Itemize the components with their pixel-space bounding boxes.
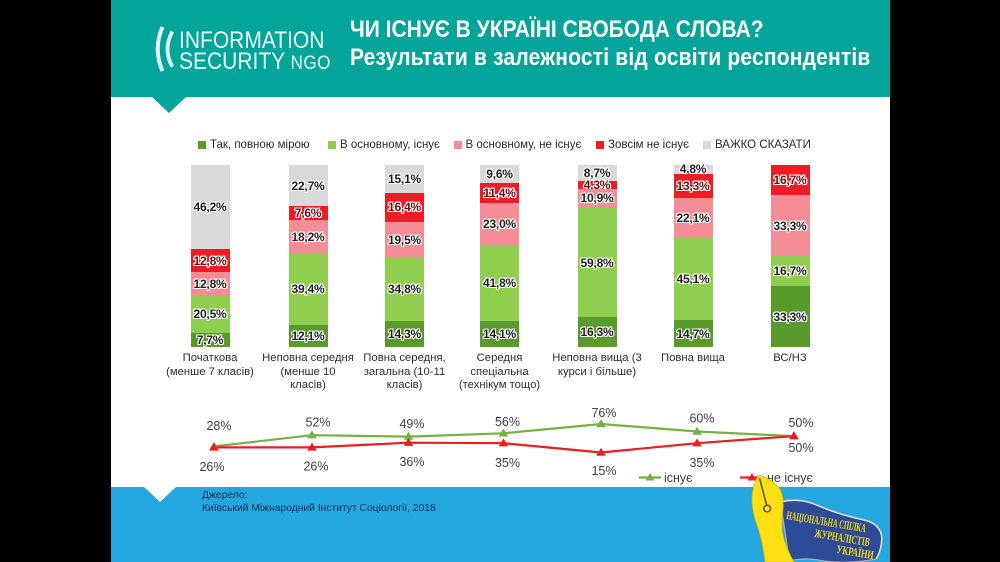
svg-text:36%: 36% bbox=[399, 455, 424, 469]
svg-text:26%: 26% bbox=[199, 460, 224, 474]
svg-text:15%: 15% bbox=[591, 464, 616, 478]
svg-text:56%: 56% bbox=[495, 415, 520, 429]
svg-text:26%: 26% bbox=[303, 460, 328, 474]
svg-text:49%: 49% bbox=[399, 417, 424, 431]
svg-text:28%: 28% bbox=[206, 419, 231, 433]
svg-text:76%: 76% bbox=[591, 406, 616, 420]
svg-text:50%: 50% bbox=[788, 416, 813, 430]
svg-text:50%: 50% bbox=[788, 441, 813, 455]
svg-text:52%: 52% bbox=[305, 416, 330, 430]
svg-text:35%: 35% bbox=[495, 456, 520, 470]
svg-text:існує: існує bbox=[664, 471, 693, 485]
svg-text:не існує: не існує bbox=[767, 471, 814, 485]
svg-text:35%: 35% bbox=[689, 456, 714, 470]
svg-text:60%: 60% bbox=[689, 412, 714, 426]
